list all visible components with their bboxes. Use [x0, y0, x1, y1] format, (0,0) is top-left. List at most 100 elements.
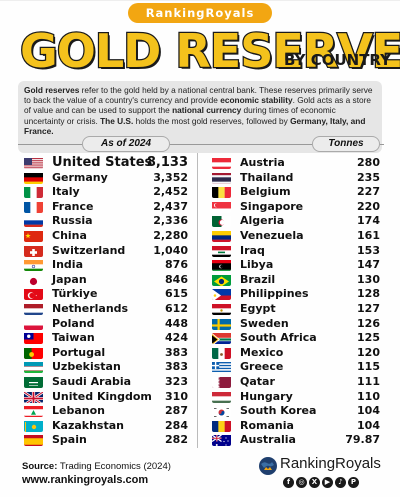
tonnes-value: 1,040 — [153, 243, 188, 257]
country-name: Greece — [240, 360, 284, 374]
tonnes-value: 120 — [357, 345, 380, 359]
tonnes-value: 111 — [357, 375, 380, 388]
intro-text-4: holds the most gold reserves, followed b… — [133, 115, 291, 126]
country-name: Iraq — [240, 243, 265, 257]
table-row: United States 8,133 — [24, 154, 188, 171]
social-links: f ◎ X ▶ ♪ P — [283, 477, 361, 489]
tonnes-value: 284 — [165, 418, 188, 432]
flag-kr-icon — [212, 404, 231, 418]
flag-th-icon — [212, 171, 231, 184]
flag-uz-icon — [24, 360, 43, 374]
flag-dz-icon — [212, 214, 231, 228]
flag-sg-icon — [212, 200, 231, 213]
country-name: Mexico — [240, 345, 284, 359]
instagram-icon[interactable]: ◎ — [296, 477, 307, 488]
table-row: Libya 147 — [212, 256, 380, 273]
flag-br-icon — [212, 273, 231, 286]
country-name: Romania — [240, 418, 294, 432]
flag-sa-icon — [24, 375, 43, 388]
flag-tr-icon — [24, 287, 43, 301]
table-row: Italy 2,452 — [24, 183, 188, 200]
country-name: Australia — [240, 433, 296, 447]
country-name: Philippines — [240, 287, 309, 301]
as-of-label: As of 2024 — [82, 136, 170, 152]
table-row: Romania 104 — [212, 417, 380, 434]
country-name: Germany — [52, 170, 108, 184]
country-name: Russia — [52, 214, 93, 228]
country-name: Belgium — [240, 185, 291, 199]
tonnes-value: 282 — [165, 433, 188, 447]
table-row: Taiwan 424 — [24, 329, 188, 346]
country-name: Kazakhstan — [52, 418, 124, 432]
source-text: Trading Economics (2024) — [57, 461, 171, 472]
brand-tag: RankingRoyals — [128, 3, 272, 23]
pinterest-icon[interactable]: P — [348, 477, 359, 488]
country-name: Thailand — [240, 170, 294, 184]
country-name: Uzbekistan — [52, 360, 121, 374]
country-name: Qatar — [240, 375, 275, 388]
table-row: Venezuela 161 — [212, 227, 380, 244]
tonnes-value: 448 — [165, 316, 188, 330]
country-name: Türkiye — [52, 287, 98, 301]
flag-it-icon — [24, 185, 43, 199]
table-row: Germany 3,352 — [24, 169, 188, 186]
table-row: United Kingdom 310 — [24, 388, 188, 405]
youtube-icon[interactable]: ▶ — [322, 477, 333, 488]
tonnes-value: 310 — [165, 389, 188, 403]
tonnes-value: 235 — [357, 170, 380, 184]
country-name: Libya — [240, 258, 274, 272]
tonnes-value: 2,452 — [153, 185, 188, 199]
table-row: Kazakhstan 284 — [24, 417, 188, 434]
tonnes-value: 104 — [357, 418, 380, 432]
table-row: Greece 115 — [212, 358, 380, 375]
country-name: Lebanon — [52, 404, 105, 418]
country-name: South Korea — [240, 404, 317, 418]
table-row: Sweden 126 — [212, 315, 380, 332]
tonnes-value: 612 — [165, 302, 188, 315]
tonnes-value: 323 — [165, 375, 188, 388]
table-row: Uzbekistan 383 — [24, 358, 188, 375]
country-name: United States — [52, 155, 153, 170]
globe-logo-icon — [259, 457, 277, 475]
flag-cn-icon — [24, 229, 43, 242]
tonnes-value: 227 — [357, 185, 380, 199]
table-row: Hungary 110 — [212, 388, 380, 405]
flag-us-icon — [24, 156, 43, 169]
table-row: Poland 448 — [24, 315, 188, 332]
tonnes-value: 287 — [165, 404, 188, 418]
table-row: Netherlands 612 — [24, 300, 188, 317]
table-row: South Korea 104 — [212, 402, 380, 419]
tonnes-value: 846 — [165, 272, 188, 286]
flag-ve-icon — [212, 229, 231, 242]
tonnes-value: 147 — [357, 258, 380, 272]
table-row: Thailand 235 — [212, 169, 380, 186]
table-row: Japan 846 — [24, 271, 188, 288]
country-name: South Africa — [240, 331, 317, 345]
table-row: South Africa 125 — [212, 329, 380, 346]
facebook-icon[interactable]: f — [283, 477, 294, 488]
flag-iq-icon — [212, 244, 231, 257]
flag-be-icon — [212, 185, 231, 199]
x-icon[interactable]: X — [309, 477, 320, 488]
tab-rule-middle — [170, 144, 312, 145]
table-row: Belgium 227 — [212, 183, 380, 200]
tiktok-icon[interactable]: ♪ — [335, 477, 346, 488]
table-row: Australia 79.87 — [212, 431, 380, 448]
website-link[interactable]: www.rankingroyals.com — [22, 474, 149, 486]
tonnes-value: 174 — [357, 214, 380, 228]
tonnes-value: 220 — [357, 199, 380, 213]
country-name: France — [52, 199, 94, 213]
tonnes-label: Tonnes — [312, 136, 380, 152]
flag-pl-icon — [24, 317, 43, 330]
flag-za-icon — [212, 331, 231, 345]
country-name: Poland — [52, 316, 95, 330]
flag-ru-icon — [24, 214, 43, 228]
tonnes-value: 130 — [357, 272, 380, 286]
country-name: China — [52, 229, 87, 242]
country-name: Saudi Arabia — [52, 375, 132, 388]
country-name: Austria — [240, 156, 285, 169]
tonnes-value: 3,352 — [153, 170, 188, 184]
country-name: Taiwan — [52, 331, 95, 345]
tonnes-value: 280 — [357, 156, 380, 169]
